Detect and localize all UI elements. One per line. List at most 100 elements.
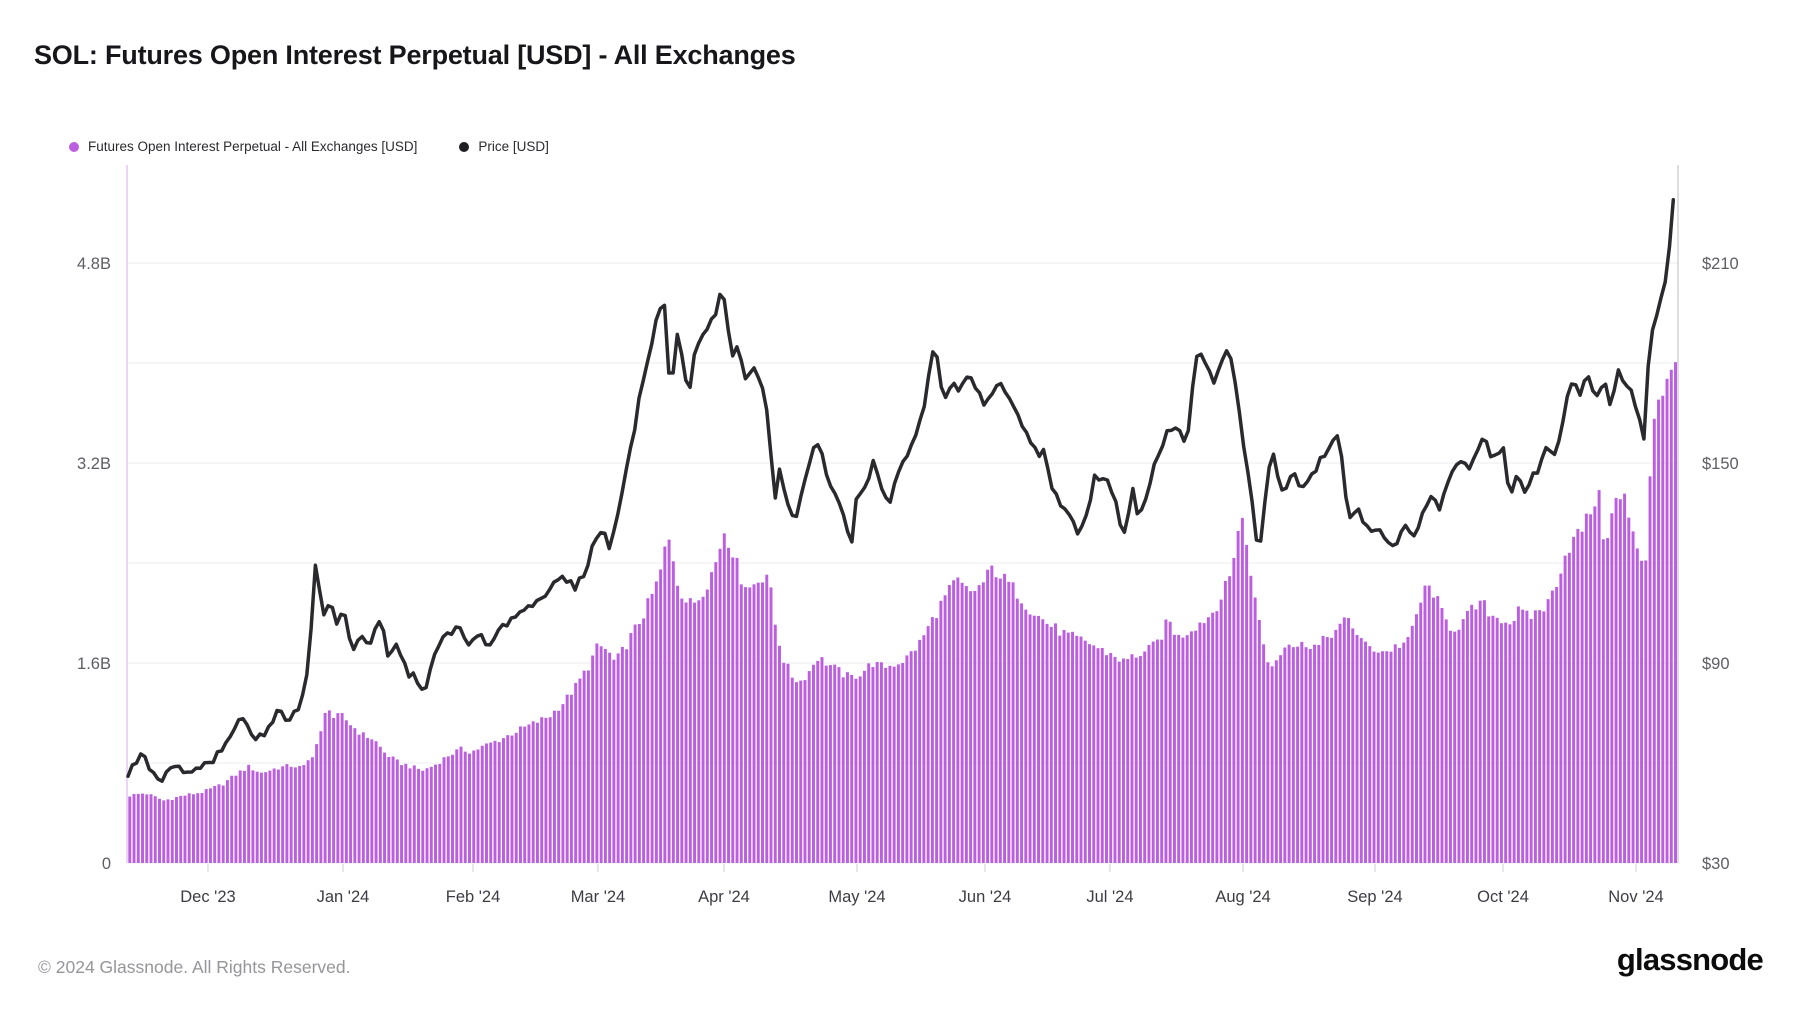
oi-bar — [310, 757, 314, 863]
oi-bar — [969, 591, 973, 863]
oi-bar — [149, 794, 153, 863]
oi-bar — [459, 746, 463, 863]
oi-bar — [455, 749, 459, 863]
oi-bar — [1508, 624, 1512, 863]
oi-bar — [637, 624, 641, 863]
oi-bar — [132, 793, 136, 863]
oi-bar — [1215, 611, 1219, 863]
oi-bar — [391, 756, 395, 863]
oi-bar — [1597, 490, 1601, 863]
oi-bar — [1045, 623, 1049, 863]
oi-bar — [1151, 641, 1155, 863]
oi-bar — [1232, 557, 1236, 863]
oi-bar — [204, 789, 208, 863]
oi-bar — [1567, 552, 1571, 863]
oi-bar — [442, 757, 446, 863]
oi-bar — [769, 587, 773, 863]
oi-bar — [1126, 659, 1130, 863]
oi-bar — [306, 760, 310, 863]
oi-bar — [722, 533, 726, 863]
oi-bar — [1436, 596, 1440, 863]
oi-bar — [705, 589, 709, 863]
oi-bar — [620, 646, 624, 863]
oi-bar — [327, 710, 331, 863]
oi-bar — [145, 794, 149, 863]
oi-bar — [259, 772, 263, 863]
oi-bar — [795, 682, 798, 863]
oi-bar — [1257, 620, 1261, 863]
oi-bar — [1071, 631, 1074, 863]
oi-bar — [514, 732, 518, 863]
oi-bar — [1640, 560, 1644, 863]
oi-bar — [1440, 608, 1444, 863]
oi-bar — [888, 665, 892, 863]
oi-bar — [357, 734, 361, 863]
oi-bar — [1096, 648, 1100, 863]
oi-bar — [200, 793, 204, 863]
oi-bar — [213, 786, 217, 863]
oi-bar — [1240, 517, 1244, 863]
oi-bar — [1253, 597, 1257, 863]
oi-bar — [170, 799, 174, 863]
oi-bar — [523, 726, 527, 863]
oi-bar — [1041, 619, 1045, 863]
oi-bar — [340, 713, 344, 863]
oi-bar — [1266, 662, 1270, 863]
oi-bar — [1083, 640, 1087, 863]
oi-bar — [472, 750, 476, 863]
month-label: Nov '24 — [1608, 888, 1663, 906]
oi-bar — [901, 663, 905, 863]
oi-bar — [986, 569, 990, 863]
oi-bar — [1423, 585, 1427, 863]
oi-bar — [1202, 623, 1206, 863]
oi-bar — [1147, 644, 1151, 863]
oi-bar — [1003, 573, 1007, 863]
oi-bar — [663, 546, 667, 863]
oi-bar — [1109, 653, 1113, 863]
oi-bar — [128, 796, 132, 863]
oi-bar — [1308, 648, 1312, 863]
oi-bar — [1516, 606, 1520, 863]
oi-bar — [671, 561, 675, 863]
oi-bar — [166, 799, 170, 863]
legend-item-open-interest[interactable]: Futures Open Interest Perpetual - All Ex… — [69, 139, 417, 154]
oi-bar — [1580, 531, 1584, 863]
oi-bar — [1283, 647, 1287, 863]
month-label: Feb '24 — [446, 888, 501, 906]
oi-bar — [298, 765, 302, 863]
oi-bar — [973, 590, 977, 863]
oi-bar — [251, 770, 255, 863]
oi-bar — [1372, 651, 1376, 863]
oi-bar — [1355, 634, 1359, 863]
oi-bar — [247, 764, 251, 863]
oi-bar — [1100, 647, 1104, 863]
oi-bar — [344, 720, 348, 863]
oi-bar — [1610, 513, 1614, 863]
oi-bar — [1470, 604, 1474, 863]
oi-bar — [179, 795, 183, 863]
oi-bar — [918, 639, 922, 863]
oi-bar — [896, 664, 900, 863]
legend-item-price[interactable]: Price [USD] — [459, 139, 549, 154]
oi-bar — [1049, 626, 1053, 863]
oi-bar — [1287, 644, 1291, 863]
oi-bar — [476, 749, 480, 863]
oi-bar — [370, 739, 374, 863]
oi-bar — [807, 671, 811, 863]
oi-bar — [629, 633, 633, 863]
oi-bar — [276, 769, 280, 863]
oi-bar — [518, 726, 522, 863]
oi-bar — [752, 584, 756, 863]
oi-bar — [905, 655, 909, 863]
oi-bar — [1444, 619, 1448, 863]
oi-bar — [183, 795, 187, 863]
oi-bar — [650, 593, 654, 863]
oi-bar — [735, 557, 739, 863]
oi-bar — [998, 578, 1002, 863]
oi-bar — [361, 732, 365, 863]
oi-bar — [981, 582, 985, 863]
oi-bar — [582, 670, 586, 863]
oi-bar — [867, 663, 871, 863]
oi-bar — [1037, 615, 1041, 863]
